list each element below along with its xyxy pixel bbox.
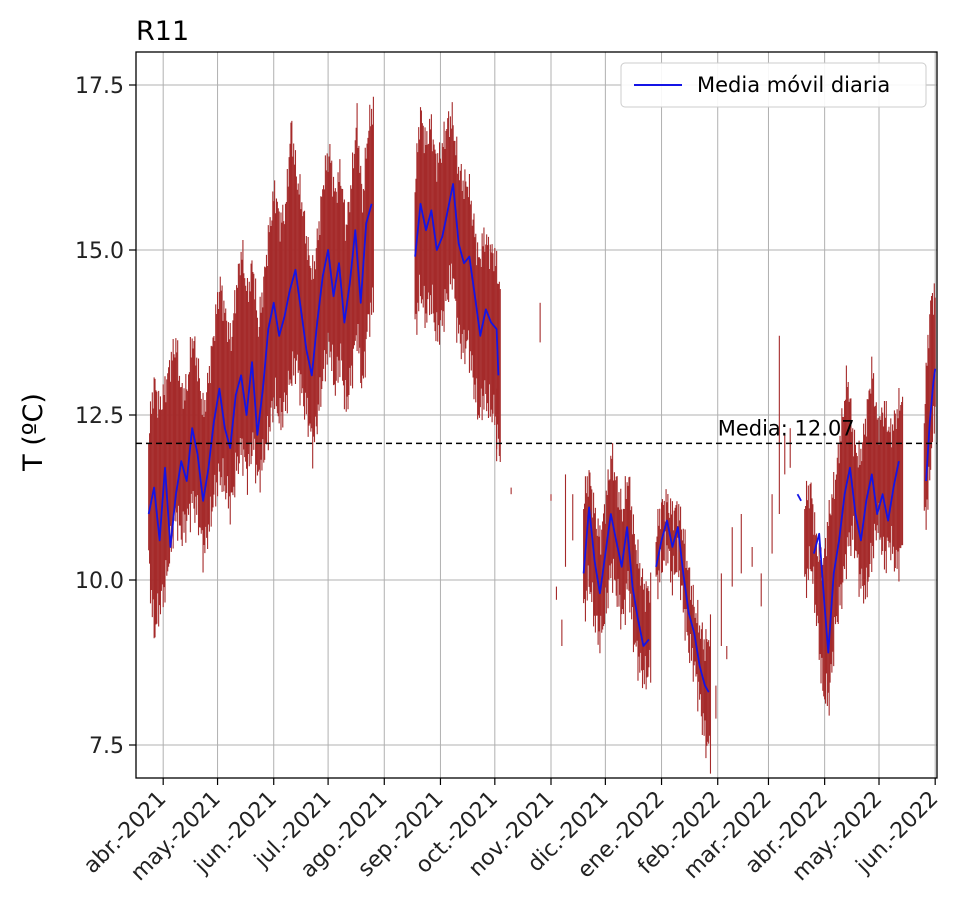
chart-title: R11 xyxy=(136,16,189,47)
legend: Media móvil diaria xyxy=(620,62,927,108)
mean-line-segment xyxy=(582,506,650,647)
y-tick-label: 7.5 xyxy=(89,734,124,759)
y-tick-label: 12.5 xyxy=(75,404,124,429)
rolling-mean-lines xyxy=(147,183,937,693)
mean-line-segment xyxy=(796,493,802,502)
y-tick-label: 15.0 xyxy=(75,239,124,264)
legend-label: Media móvil diaria xyxy=(697,73,890,97)
mean-line-segment xyxy=(655,519,710,693)
y-tick-label: 10.0 xyxy=(75,569,124,594)
mean-reference: Media: 12.07 xyxy=(136,416,937,445)
y-axis-label: T (ºC) xyxy=(18,393,49,472)
mean-line-segment xyxy=(812,461,900,654)
mean-annotation: Media: 12.07 xyxy=(718,416,855,440)
mean-line-segment xyxy=(414,183,500,376)
mean-line-segment xyxy=(925,368,937,482)
legend-box xyxy=(620,62,927,108)
plot-frame xyxy=(135,51,938,779)
mean-line-segment xyxy=(147,203,373,548)
y-tick-label: 17.5 xyxy=(75,74,124,99)
